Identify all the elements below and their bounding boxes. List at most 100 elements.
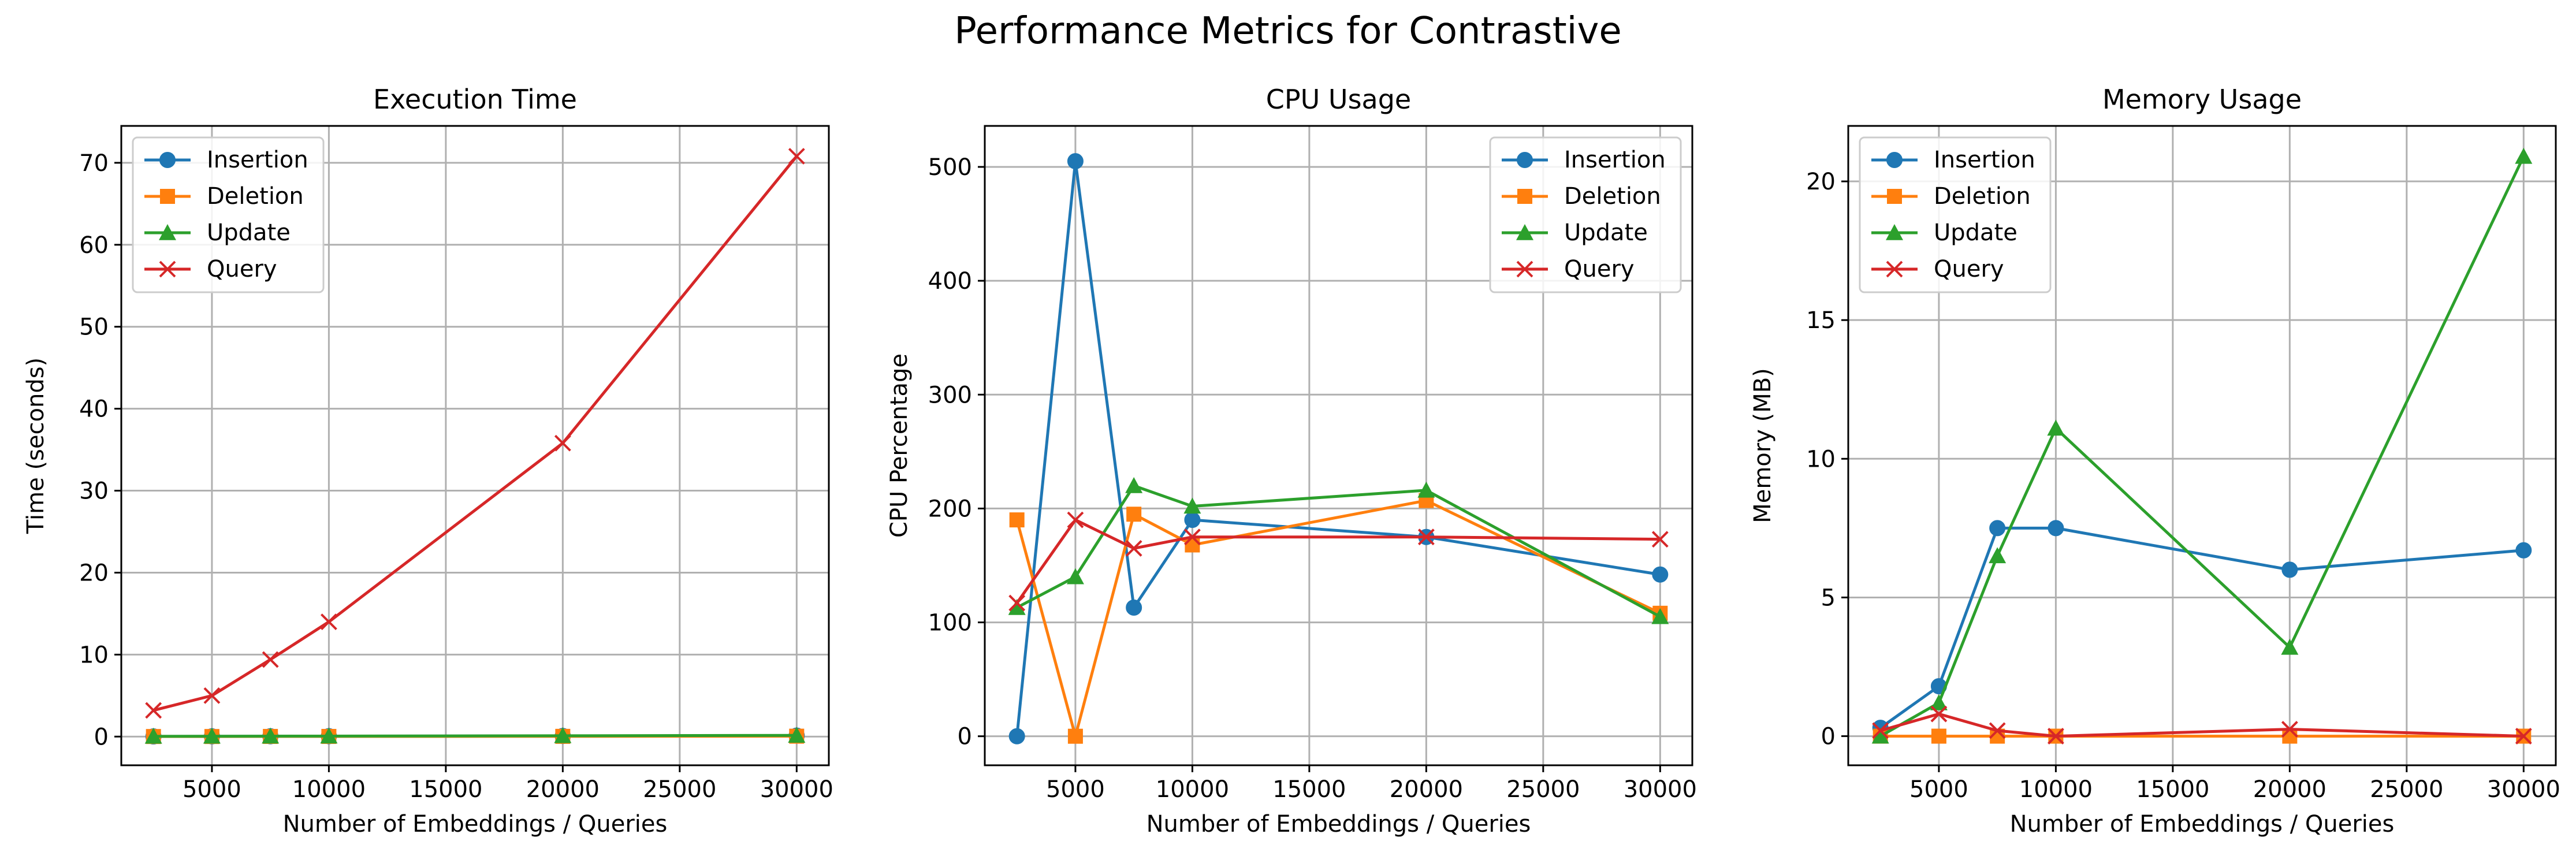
legend-item-query: Query <box>144 256 277 282</box>
legend-label: Insertion <box>207 147 308 173</box>
y-tick-label: 300 <box>928 382 972 408</box>
data-point-update <box>788 727 806 743</box>
legend-box <box>1489 136 1682 293</box>
data-point-query <box>1183 528 1201 546</box>
y-tick-label: 0 <box>1821 724 1836 750</box>
legend-marker <box>1516 224 1533 240</box>
legend-label: Deletion <box>207 183 304 210</box>
data-point-update <box>2281 638 2299 655</box>
data-point-deletion <box>2282 728 2298 744</box>
legend-marker <box>1517 189 1532 204</box>
legend: Insertion Deletion Update Query <box>132 136 325 293</box>
y-tick-label: 15 <box>1806 307 1836 334</box>
y-tick-label: 20 <box>79 560 109 586</box>
data-point-update <box>1930 694 1948 710</box>
plot-frame <box>1847 125 2557 766</box>
y-axis-label: Time (seconds) <box>23 358 49 534</box>
legend-item-insertion: Insertion <box>1502 147 1666 173</box>
series-line-update <box>1879 155 2525 738</box>
data-point-update <box>1989 547 2007 564</box>
legend-label: Query <box>1564 256 1635 282</box>
data-point-insertion <box>1008 728 1025 744</box>
x-tick-label: 25000 <box>2370 776 2443 803</box>
series-line-update <box>153 734 797 738</box>
legend-label: Deletion <box>1564 183 1661 210</box>
x-tick-label: 20000 <box>526 776 600 803</box>
data-point-update <box>1066 568 1084 584</box>
y-tick-label: 10 <box>1806 446 1836 472</box>
legend-box <box>1859 136 2052 293</box>
y-tick-label: 30 <box>79 478 109 505</box>
data-point-update <box>1008 598 1026 615</box>
x-axis-label: Number of Embeddings / Queries <box>1146 811 1531 837</box>
legend-marker <box>1887 189 1902 204</box>
y-axis-label: Memory (MB) <box>1749 368 1776 523</box>
legend-marker <box>160 189 175 204</box>
plot-frame <box>120 125 830 766</box>
data-point-query <box>2281 721 2298 738</box>
data-point-query <box>145 702 162 719</box>
legend-label: Deletion <box>1934 183 2031 210</box>
series-line-update <box>1016 484 1661 618</box>
data-point-query-stroke <box>1930 705 1948 723</box>
legend-marker-stroke <box>1516 260 1533 278</box>
data-point-query-stroke <box>1067 511 1084 528</box>
x-tick-label: 10000 <box>1156 776 1229 803</box>
y-tick-label: 10 <box>79 642 109 668</box>
data-point-query-stroke <box>1008 594 1026 612</box>
data-point-update <box>2515 147 2533 164</box>
data-point-query-stroke <box>1417 528 1435 546</box>
x-tick-label: 20000 <box>2253 776 2326 803</box>
y-tick-label: 100 <box>928 610 972 636</box>
data-point-query-stroke <box>788 148 805 165</box>
data-point-query <box>203 687 221 704</box>
data-point-query <box>2047 728 2064 744</box>
data-point-update <box>1651 608 1669 624</box>
legend-marker <box>1886 152 1903 168</box>
legend-item-update: Update <box>144 219 291 246</box>
data-point-query-stroke <box>1989 722 2006 739</box>
y-tick-label: 500 <box>928 154 972 181</box>
legend-marker <box>1516 260 1533 278</box>
x-tick-label: 30000 <box>1624 776 1697 803</box>
legend-label: Update <box>1934 219 2017 246</box>
data-point-insertion <box>1067 153 1084 170</box>
data-point-deletion <box>1126 507 1142 522</box>
series-line-deletion <box>1015 499 1661 738</box>
data-point-query-stroke <box>1125 540 1142 557</box>
x-tick-label: 10000 <box>292 776 366 803</box>
data-point-deletion <box>1931 728 1946 744</box>
x-tick-label: 15000 <box>1272 776 1346 803</box>
series-line-insertion <box>1015 159 1661 736</box>
legend-item-update: Update <box>1871 219 2017 246</box>
chart-panel-3: 5000 10000 15000 20000 25000 30000 0 5 10 15 20 Mem… <box>1749 84 2560 837</box>
series-line-query <box>1015 518 1661 604</box>
legend-marker <box>159 224 176 240</box>
data-point-query-stroke <box>554 434 571 452</box>
data-point-query-stroke <box>262 651 279 668</box>
series-line-query <box>1879 712 2524 738</box>
data-point-insertion <box>1989 520 2006 537</box>
series-line-insertion <box>1879 526 2524 729</box>
chart-panel-2: 5000 10000 15000 20000 25000 30000 0 100 200 300 4… <box>886 84 1697 837</box>
legend-label: Query <box>1934 256 2004 282</box>
figure-title: Performance Metrics for Contrastive <box>954 10 1621 53</box>
series-line-query <box>153 155 798 712</box>
legend-marker <box>1886 224 1903 240</box>
data-point-insertion <box>1652 566 1669 583</box>
x-tick-label: 15000 <box>409 776 482 803</box>
legend-box <box>132 136 325 293</box>
data-point-update <box>203 727 221 744</box>
data-point-update <box>144 727 162 744</box>
data-point-insertion <box>2048 520 2064 537</box>
data-point-query-stroke <box>145 702 162 719</box>
legend-item-deletion: Deletion <box>1871 183 2031 210</box>
data-point-update <box>1125 476 1143 493</box>
x-tick-label: 15000 <box>2136 776 2209 803</box>
y-tick-label: 0 <box>94 724 109 750</box>
data-point-query <box>554 434 571 452</box>
legend-item-query: Query <box>1871 256 2004 282</box>
data-point-query <box>1930 705 1948 723</box>
